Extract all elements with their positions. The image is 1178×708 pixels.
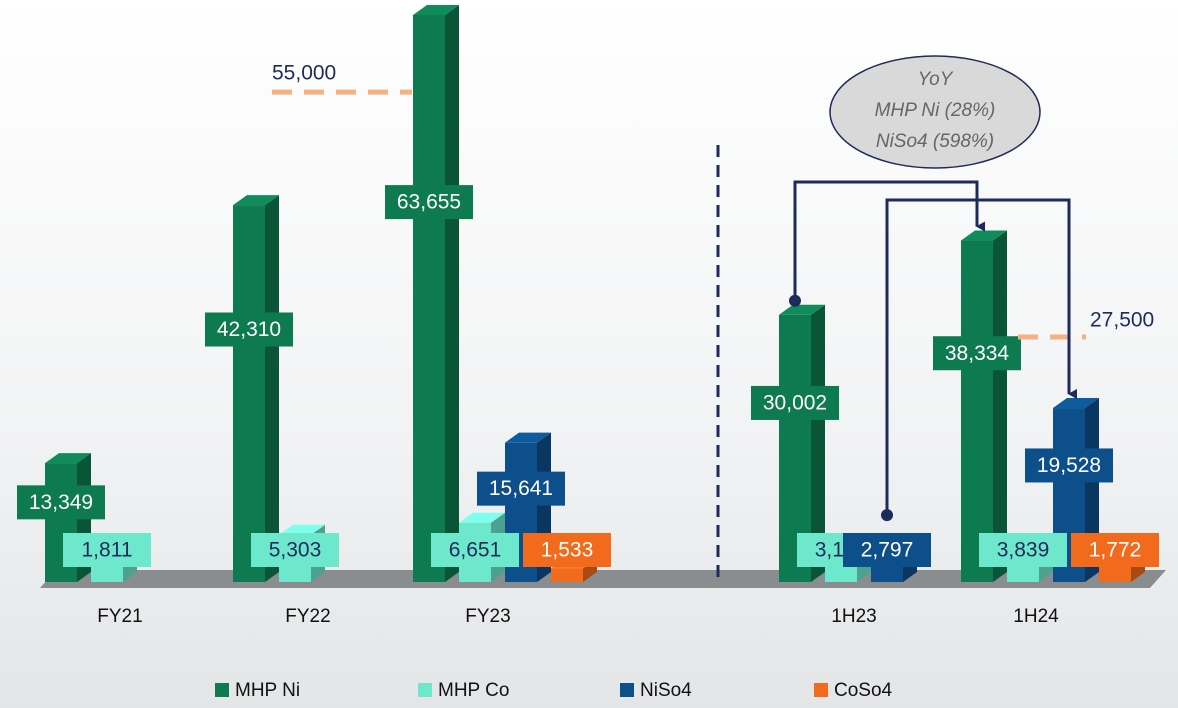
bar-top <box>961 230 1007 241</box>
value-label-box <box>17 485 105 520</box>
annotation-text: NiSo4 (598%) <box>876 131 994 152</box>
value-label: 30,002 <box>763 391 827 414</box>
annotation-bubble <box>829 55 1041 169</box>
bar-top <box>1053 398 1099 409</box>
bar-side <box>811 304 825 582</box>
bar-top <box>45 453 91 464</box>
bar-top <box>233 195 279 206</box>
bar <box>961 240 993 582</box>
legend-swatch <box>814 683 828 697</box>
legend-swatch <box>620 683 634 697</box>
bar-top <box>459 512 505 523</box>
target-label: 27,500 <box>1090 309 1154 332</box>
legend-swatch <box>418 683 432 697</box>
value-label-box <box>523 533 611 567</box>
connector <box>793 180 985 301</box>
legend-label: MHP Co <box>438 680 509 701</box>
bar <box>413 15 445 582</box>
x-tick-label: FY22 <box>285 606 330 627</box>
value-label-box <box>1025 448 1113 483</box>
legend-label: NiSo4 <box>640 680 692 701</box>
x-tick-label: 1H23 <box>831 606 876 627</box>
value-label-box <box>251 533 339 567</box>
bar-top <box>505 432 551 443</box>
value-label: 13,349 <box>29 491 93 514</box>
value-label: 1,533 <box>541 539 594 562</box>
value-label: 2,797 <box>861 539 914 562</box>
bar-top <box>279 524 325 535</box>
value-label: 15,641 <box>489 477 553 500</box>
value-label: 1,772 <box>1089 539 1142 562</box>
x-tick-label: FY21 <box>97 606 142 627</box>
bar-top <box>779 304 825 315</box>
value-label: 1,811 <box>82 539 133 562</box>
value-label-box <box>431 533 519 567</box>
bar-top <box>413 5 459 15</box>
bar-side <box>993 230 1007 582</box>
connector-dot <box>881 509 893 522</box>
value-label-box <box>979 533 1067 567</box>
bar-side <box>265 195 279 582</box>
x-tick-label: FY23 <box>465 606 510 627</box>
value-label-box <box>385 185 473 220</box>
legend-swatch <box>215 683 229 697</box>
value-label-box <box>205 312 293 347</box>
bar <box>233 205 265 582</box>
bar <box>1099 566 1131 582</box>
value-label: 6,651 <box>449 539 502 562</box>
value-label-box <box>1071 533 1159 567</box>
target-label: 55,000 <box>272 62 336 85</box>
value-label: 38,334 <box>945 342 1010 365</box>
annotation-text: YoY <box>918 69 954 90</box>
connector <box>885 198 1077 516</box>
value-label-box <box>843 533 931 567</box>
value-label: 63,655 <box>397 191 461 214</box>
bar <box>91 565 123 582</box>
bar-side <box>445 5 459 582</box>
bar <box>551 568 583 582</box>
value-label: 3,839 <box>997 539 1050 562</box>
value-label-box <box>933 336 1021 371</box>
annotation-text: MHP Ni (28%) <box>875 100 996 121</box>
legend-label: CoSo4 <box>834 680 893 701</box>
value-label-box <box>63 533 151 567</box>
connector-dot <box>789 294 801 307</box>
value-label: 5,303 <box>269 539 322 562</box>
value-label-box <box>751 385 839 420</box>
x-tick-label: 1H24 <box>1013 606 1059 627</box>
value-label: 42,310 <box>217 318 281 341</box>
legend-label: MHP Ni <box>235 680 300 701</box>
value-label-box <box>477 471 565 506</box>
value-label: 19,528 <box>1037 454 1101 477</box>
